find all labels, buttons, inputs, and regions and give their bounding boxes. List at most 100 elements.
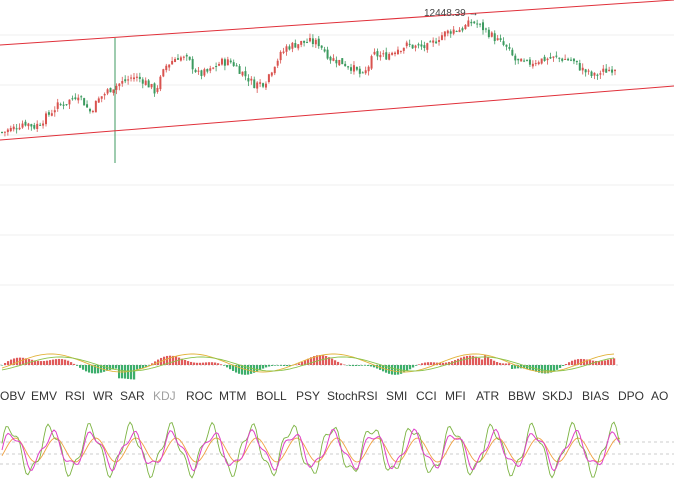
candle-body (9, 127, 12, 132)
tab-mtm[interactable]: MTM (219, 389, 247, 403)
candle-body (68, 99, 71, 105)
candle-body (88, 108, 91, 112)
candle-body (473, 21, 476, 24)
candle-body (3, 131, 6, 133)
macd-histogram-bar (151, 363, 154, 365)
macd-indicator-panel[interactable] (0, 315, 674, 385)
macd-histogram-bar (433, 362, 436, 365)
candle-body (91, 110, 94, 112)
candle-body (71, 98, 74, 100)
candle-body (65, 104, 68, 106)
candle-body (314, 39, 317, 45)
macd-histogram-bar (220, 364, 223, 365)
candle-body (546, 58, 549, 61)
macd-histogram-bar (280, 365, 283, 366)
candle-body (33, 125, 36, 129)
macd-histogram-bar (589, 360, 592, 365)
tab-boll[interactable]: BOLL (256, 389, 287, 403)
macd-histogram-bar (505, 363, 508, 365)
candle-body (558, 57, 561, 59)
macd-histogram-bar (169, 355, 172, 365)
macd-histogram-bar (328, 357, 331, 365)
candle-body (414, 45, 417, 48)
candle-body (508, 47, 511, 49)
tab-obv[interactable]: OBV (0, 389, 26, 403)
macd-histogram-bar (334, 360, 337, 365)
tab-psy[interactable]: PSY (296, 389, 321, 403)
tab-rsi[interactable]: RSI (65, 389, 86, 403)
tab-cci[interactable]: CCI (416, 389, 437, 403)
kdj-indicator-panel[interactable] (0, 410, 674, 481)
macd-histogram-bar (439, 362, 442, 365)
candle-body (596, 74, 599, 76)
candle-body (24, 121, 27, 126)
candle-body (229, 60, 232, 63)
macd-histogram-bar (190, 361, 193, 365)
candle-body (203, 69, 206, 76)
macd-histogram-bar (136, 365, 139, 370)
tab-ao[interactable]: AO (651, 389, 669, 403)
macd-histogram-bar (142, 365, 145, 369)
tab-dpo[interactable]: DPO (618, 389, 645, 403)
macd-histogram-bar (40, 361, 43, 365)
tab-mfi[interactable]: MFI (445, 389, 466, 403)
macd-histogram-bar (523, 365, 526, 369)
tab-atr[interactable]: ATR (476, 389, 500, 403)
candle-body (282, 51, 285, 53)
candle-body (350, 67, 353, 71)
price-chart[interactable]: 12448.39 → (0, 0, 674, 315)
candle-body (514, 55, 517, 61)
tab-stochrsi[interactable]: StochRSI (327, 389, 378, 403)
candle-body (209, 68, 212, 71)
macd-histogram-bar (187, 361, 190, 365)
macd-histogram-bar (268, 365, 271, 367)
macd-histogram-bar (85, 365, 88, 372)
tab-roc[interactable]: ROC (186, 389, 213, 403)
macd-histogram-bar (391, 365, 394, 375)
kdj-k-line (1, 428, 621, 472)
macd-histogram-bar (424, 362, 427, 365)
macd-histogram-bar (394, 365, 397, 375)
candle-body (332, 58, 335, 61)
candle-body (44, 113, 47, 125)
tab-sar[interactable]: SAR (120, 389, 145, 403)
macd-histogram-bar (454, 360, 457, 365)
macd-histogram-bar (574, 359, 577, 365)
tab-kdj[interactable]: KDJ (153, 389, 176, 403)
candle-body (36, 123, 39, 129)
tab-smi[interactable]: SMI (386, 389, 408, 403)
tab-bias[interactable]: BIAS (582, 389, 610, 403)
tab-wr[interactable]: WR (93, 389, 113, 403)
macd-histogram-bar (163, 356, 166, 365)
macd-histogram-bar (73, 363, 76, 365)
macd-histogram-bar (274, 365, 277, 366)
candle-body (179, 57, 182, 61)
candle-body (185, 55, 188, 57)
macd-histogram-bar (337, 361, 340, 365)
candle-body (297, 44, 300, 49)
candle-body (435, 41, 438, 44)
candle-body (361, 72, 364, 74)
candle-body (83, 98, 86, 106)
candle-body (311, 38, 314, 44)
candle-body (464, 24, 467, 30)
tab-bbw[interactable]: BBW (508, 389, 536, 403)
macd-histogram-bar (349, 365, 352, 366)
candle-body (561, 58, 564, 61)
candle-body (59, 104, 62, 106)
candle-body (484, 28, 487, 30)
tab-emv[interactable]: EMV (31, 389, 58, 403)
macd-histogram-bar (358, 365, 361, 366)
candle-body (335, 59, 338, 64)
candle-body (584, 69, 587, 73)
macd-histogram-bar (304, 360, 307, 365)
candle-body (191, 58, 194, 70)
macd-histogram-bar (550, 365, 553, 373)
macd-histogram-bar (526, 365, 529, 370)
candle-body (367, 66, 370, 72)
macd-histogram-bar (31, 359, 34, 365)
tab-skdj[interactable]: SKDJ (542, 389, 573, 403)
candle-body (531, 63, 534, 67)
macd-histogram-bar (184, 359, 187, 365)
